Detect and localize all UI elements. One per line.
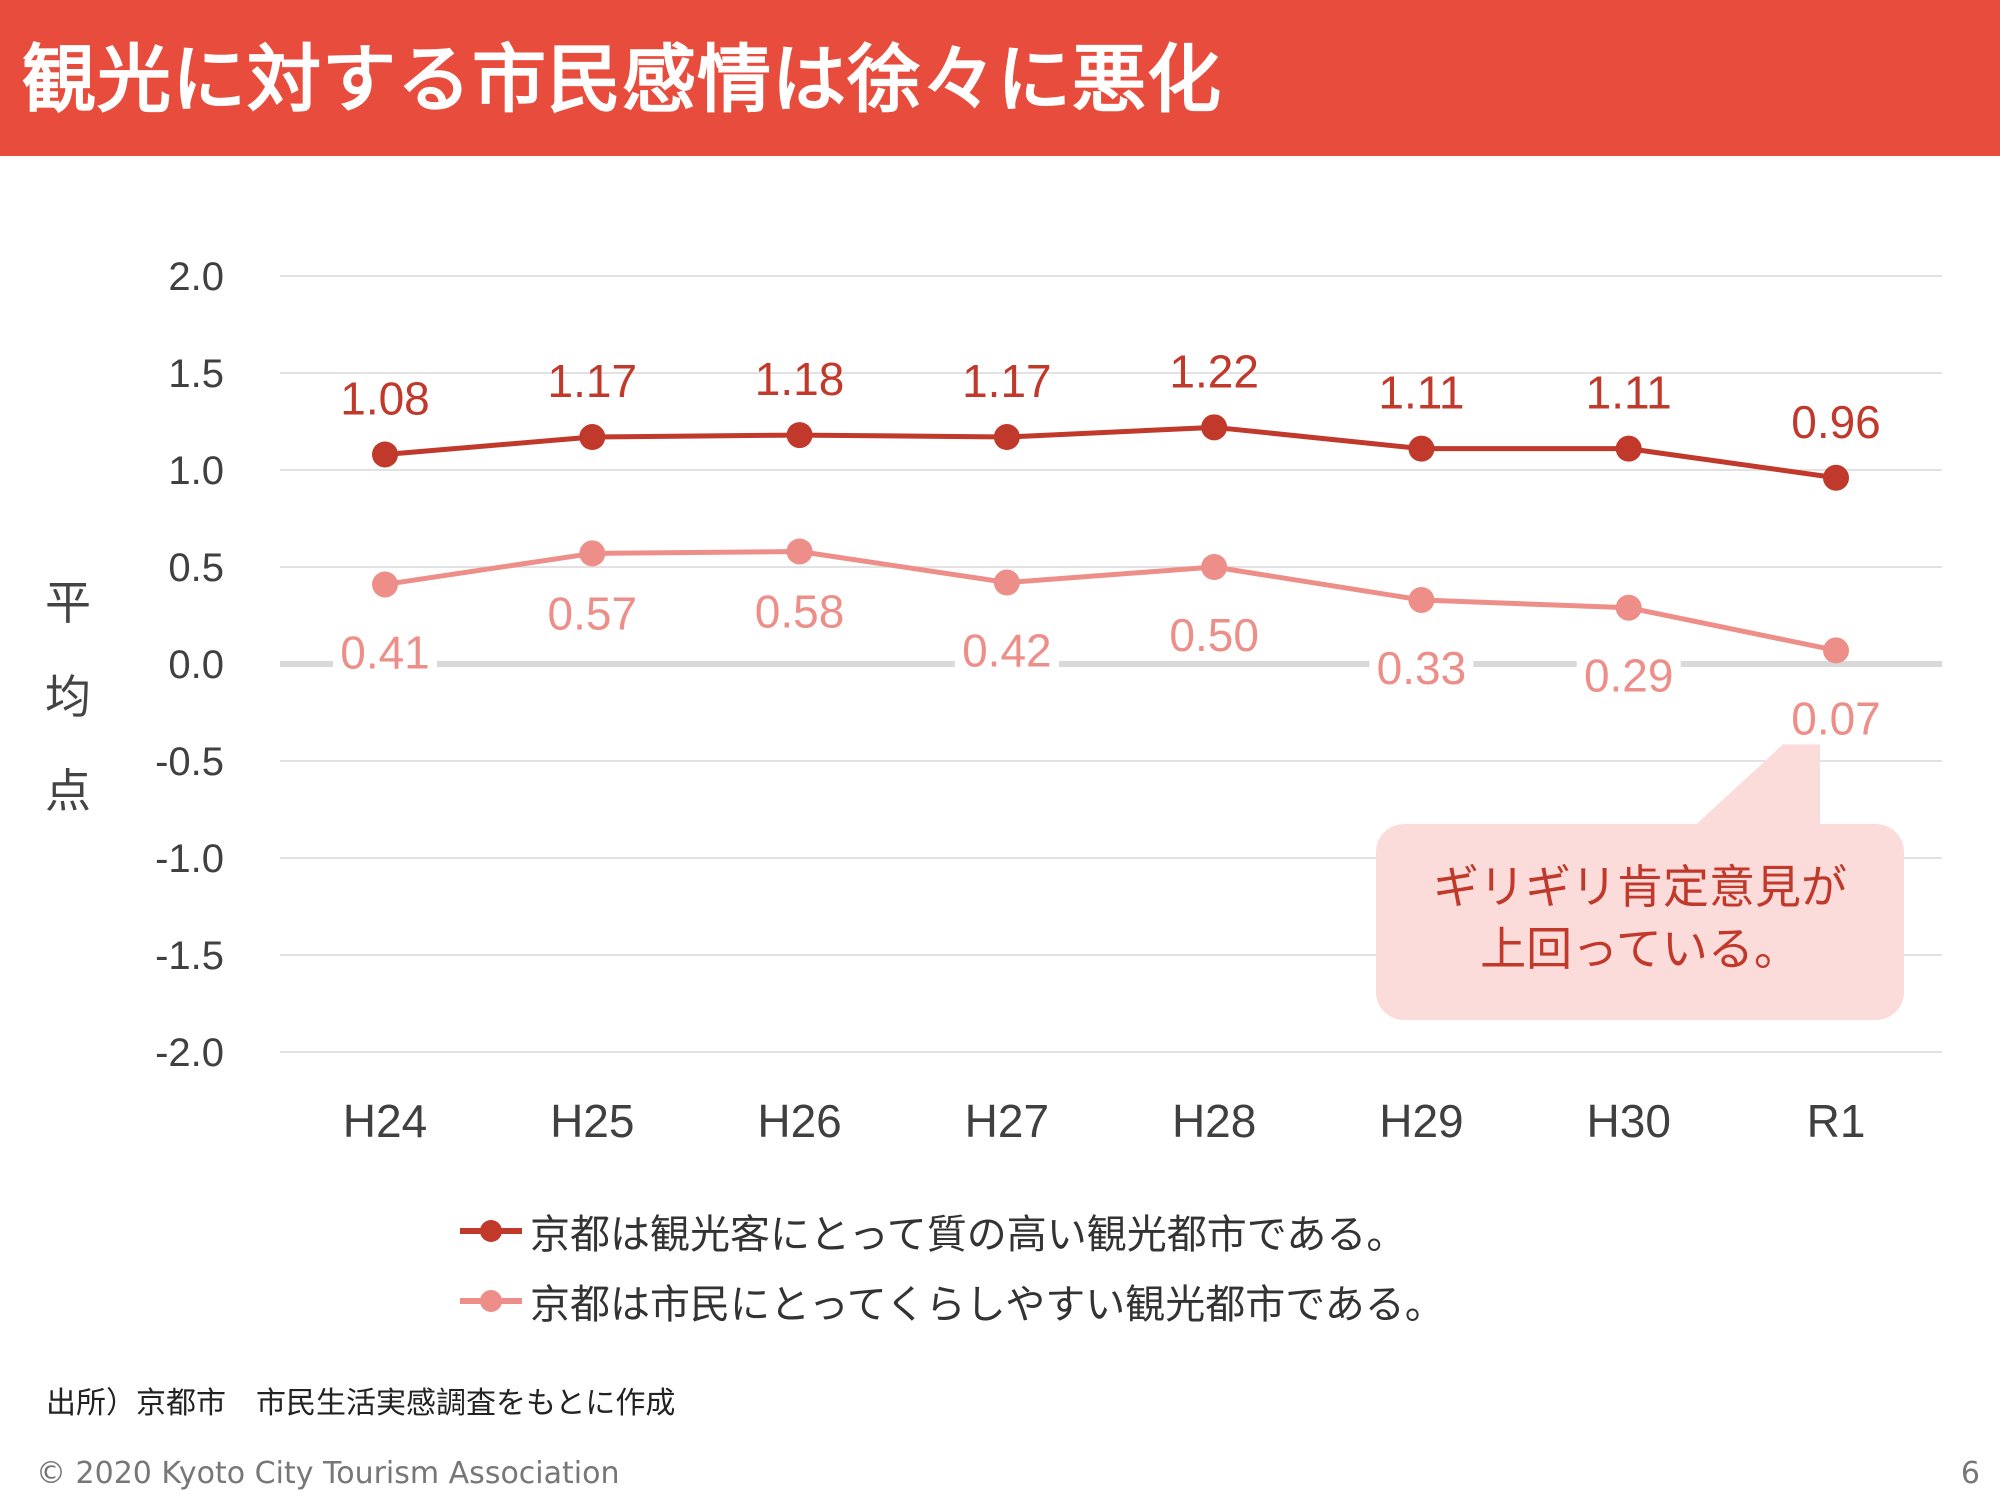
- series-2-label-bg: [333, 626, 437, 679]
- y-tick-label: -2.0: [155, 1031, 224, 1075]
- series-1-point: [1201, 414, 1228, 441]
- page-title: 観光に対する市民感情は徐々に悪化: [22, 37, 1222, 123]
- series-2-data-label: 0.50: [1169, 609, 1259, 661]
- series-2-data-label: 0.58: [755, 585, 845, 637]
- x-tick-label: H30: [1587, 1095, 1671, 1147]
- series-2-point: [579, 540, 606, 567]
- x-tick-label: H29: [1379, 1095, 1463, 1147]
- series-2-label-bg: [747, 585, 852, 638]
- series-1-data-label: 1.11: [1378, 367, 1464, 419]
- y-axis-label-char-0: 平: [45, 576, 91, 630]
- y-axis-label: 平均点: [38, 556, 98, 838]
- series-2-data-label: 0.41: [340, 626, 430, 678]
- series-1-data-label: 1.22: [1169, 345, 1259, 397]
- series-2-label-bg: [1162, 609, 1267, 661]
- series-1-point: [1823, 464, 1849, 491]
- series-1-point: [993, 424, 1020, 451]
- series-2-point: [1408, 586, 1435, 613]
- x-tick-label: R1: [1807, 1095, 1866, 1147]
- y-tick-label: -1.0: [155, 837, 224, 881]
- y-tick-label: 1.0: [168, 449, 224, 493]
- y-tick-label: 2.0: [168, 255, 224, 299]
- series-1-data-label: 1.18: [755, 353, 845, 405]
- series-1-data-label: 1.17: [548, 355, 638, 407]
- y-tick-label: -1.5: [155, 934, 224, 978]
- y-tick-label: 0.0: [168, 643, 224, 687]
- callout-line-1: ギリギリ肯定意見が: [1433, 860, 1847, 914]
- copyright: © 2020 Kyoto City Tourism Association: [36, 1456, 620, 1491]
- callout-box: [1376, 824, 1904, 1020]
- callout-line-2: 上回っている。: [1480, 922, 1800, 976]
- series-2-line: [384, 548, 1837, 653]
- series-2-label-bg: [1369, 641, 1474, 694]
- series-2-label-bg: [540, 587, 645, 640]
- legend-item-series-2: 京都は市民にとってくらしやすい観光都市である。: [458, 1266, 1445, 1336]
- legend-marker-series-1: [460, 1220, 522, 1242]
- callout-text: ギリギリ肯定意見が 上回っている。: [1376, 856, 1904, 980]
- series-1-point: [786, 422, 813, 449]
- series-2-data-label: 0.33: [1377, 642, 1467, 694]
- series-2-point: [1823, 637, 1849, 664]
- series-1-data-label: 1.11: [1586, 367, 1672, 419]
- legend-label-series-1: 京都は観光客にとって質の高い観光都市である。: [530, 1212, 1407, 1258]
- x-tick-label: H24: [343, 1095, 427, 1147]
- series-1-point: [372, 441, 398, 468]
- legend-item-series-1: 京都は観光客にとって質の高い観光都市である。: [458, 1196, 1445, 1266]
- series-2-data-label: 0.57: [548, 587, 638, 639]
- series-2-data-label: 0.07: [1791, 692, 1881, 744]
- source-note: 出所）京都市 市民生活実感調査をもとに作成: [46, 1386, 676, 1421]
- x-tick-label: H28: [1172, 1095, 1256, 1147]
- page-number: 6: [1960, 1456, 1980, 1491]
- legend-label-series-2: 京都は市民にとってくらしやすい観光都市である。: [530, 1282, 1445, 1328]
- x-tick-label: H25: [550, 1095, 634, 1147]
- series-1-data-label: 1.17: [962, 355, 1052, 407]
- series-2-label-bg: [1784, 692, 1888, 745]
- series-2-point: [372, 571, 398, 598]
- y-tick-label: 0.5: [168, 546, 224, 590]
- series-2-point: [993, 569, 1020, 596]
- y-axis-label-char-2: 点: [45, 764, 91, 818]
- series-1-data-label: 0.96: [1791, 396, 1881, 448]
- series-2-label-bg: [1576, 649, 1681, 702]
- x-tick-label: H27: [965, 1095, 1049, 1147]
- x-tick-label: H26: [757, 1095, 841, 1147]
- series-2-data-label: 0.42: [962, 625, 1052, 677]
- series-1-point: [1615, 435, 1642, 462]
- series-1-point: [579, 424, 606, 451]
- series-1-data-label: 1.08: [340, 372, 430, 424]
- y-axis-label-char-1: 均: [45, 670, 91, 724]
- legend: 京都は観光客にとって質の高い観光都市である。 京都は市民にとってくらしやすい観光…: [458, 1196, 1445, 1336]
- y-tick-label: 1.5: [168, 352, 224, 396]
- series-2-point: [786, 538, 813, 565]
- series-1-point: [1408, 435, 1435, 462]
- y-tick-label: -0.5: [155, 740, 224, 784]
- series-2-label-bg: [954, 624, 1059, 677]
- legend-marker-series-2: [460, 1290, 522, 1312]
- series-2-data-label: 0.29: [1584, 650, 1674, 702]
- series-1-line: [384, 424, 1837, 481]
- series-2-point: [1615, 594, 1642, 621]
- series-2-point: [1201, 554, 1228, 580]
- title-bar: 観光に対する市民感情は徐々に悪化: [0, 0, 2000, 156]
